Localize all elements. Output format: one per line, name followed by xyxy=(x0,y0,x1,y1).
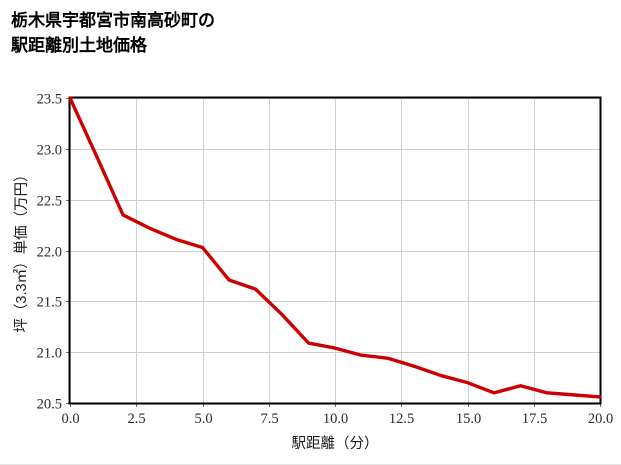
y-axis-label: 坪（3.3㎡）単価（万円） xyxy=(13,167,30,332)
x-tick-label: 7.5 xyxy=(260,411,278,427)
data-series-group xyxy=(68,96,602,399)
x-tick-label: 0.0 xyxy=(61,411,79,427)
x-tick-label: 5.0 xyxy=(194,411,212,427)
series-line-坪単価 xyxy=(68,96,602,399)
gridlines-group xyxy=(70,98,601,403)
y-tick-label: 21.5 xyxy=(37,295,62,311)
x-tick-label: 10.0 xyxy=(323,411,348,427)
y-tick-label: 22.5 xyxy=(37,194,62,210)
y-tick-label: 20.5 xyxy=(37,397,62,413)
y-tick-label: 23.0 xyxy=(37,143,62,159)
y-tick-label: 21.0 xyxy=(37,346,62,362)
x-tick-label: 17.5 xyxy=(522,411,547,427)
x-tick-label: 15.0 xyxy=(456,411,481,427)
x-tick-labels-group: 0.0 2.5 5.0 7.5 10.0 12.5 15.0 17.5 20.0 xyxy=(61,411,613,427)
x-axis-label: 駅距離（分） xyxy=(292,434,379,452)
plot-border xyxy=(68,96,602,405)
tickmarks-group xyxy=(66,98,601,407)
y-tick-label: 22.0 xyxy=(37,245,62,261)
y-tick-label: 23.5 xyxy=(37,92,62,108)
page-title: 栃木県宇都宮市南高砂町の 駅距離別土地価格 xyxy=(11,11,215,55)
x-tick-label: 20.0 xyxy=(588,411,613,427)
x-tick-label: 12.5 xyxy=(389,411,414,427)
x-tick-label: 2.5 xyxy=(127,411,145,427)
y-tick-labels-group: 20.5 21.0 21.5 22.0 22.5 23.0 23.5 xyxy=(37,92,62,413)
